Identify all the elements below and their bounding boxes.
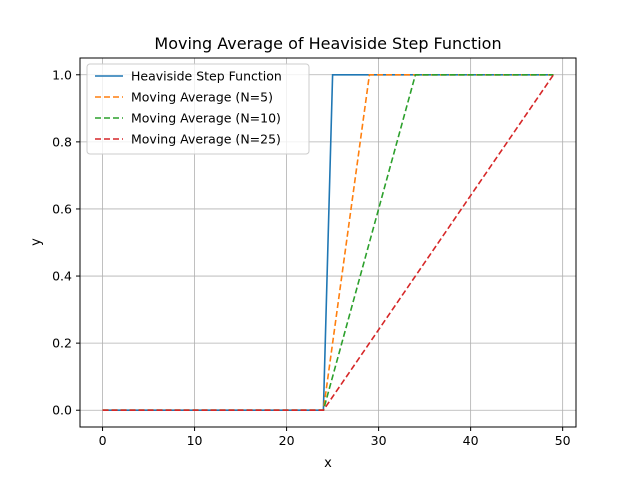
x-tick-label: 10	[187, 433, 203, 448]
axis-ticks: 0 10 20 30 40 50 0.0 0.2 0.4 0.6 0.8 1.0	[52, 67, 571, 448]
y-axis-label: y	[29, 238, 44, 246]
y-tick-label: 0.0	[52, 403, 72, 418]
plot-frame	[79, 57, 577, 428]
series-line-4	[102, 74, 555, 412]
legend-label-2: Moving Average (N=5)	[131, 90, 273, 105]
legend-label-4: Moving Average (N=25)	[131, 132, 281, 147]
x-tick-label: 50	[555, 433, 571, 448]
x-tick-label: 20	[279, 433, 295, 448]
y-tick-label: 0.2	[52, 336, 72, 351]
x-tick-label: 30	[371, 433, 387, 448]
y-tick-label: 1.0	[52, 67, 72, 82]
legend-label-3: Moving Average (N=10)	[131, 111, 281, 126]
x-tick-label: 40	[463, 433, 479, 448]
legend-box	[86, 63, 310, 155]
legend-label-1: Heaviside Step Function	[131, 69, 282, 84]
x-tick-label: 0	[99, 433, 107, 448]
y-tick-label: 0.6	[52, 201, 72, 216]
legend: Heaviside Step Function Moving Average (N…	[86, 63, 310, 155]
series-lines	[102, 73, 555, 412]
chart-title: Moving Average of Heaviside Step Functio…	[154, 34, 501, 53]
y-tick-label: 0.8	[52, 134, 72, 149]
x-axis-label: x	[324, 456, 332, 471]
y-tick-label: 0.4	[52, 269, 72, 284]
